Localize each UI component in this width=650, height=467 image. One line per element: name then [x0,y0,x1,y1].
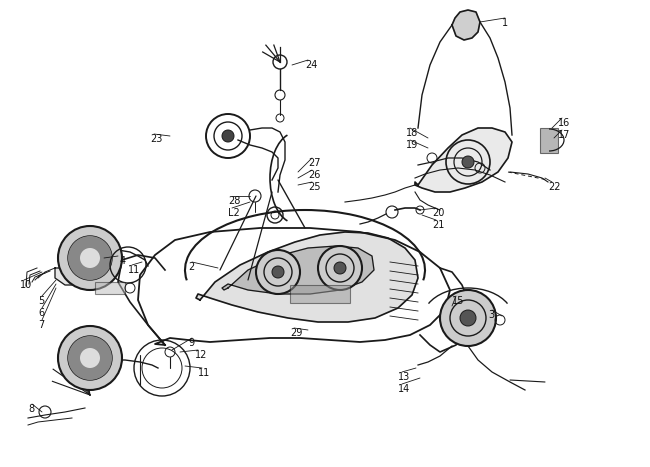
Text: 3: 3 [488,310,494,320]
Circle shape [80,348,100,368]
Circle shape [80,248,100,268]
Text: 21: 21 [432,220,445,230]
Text: 15: 15 [452,296,464,306]
Text: 2: 2 [188,262,194,272]
Circle shape [68,236,112,280]
Polygon shape [196,232,418,322]
Circle shape [318,246,362,290]
Bar [540,128,558,153]
Circle shape [222,130,234,142]
Circle shape [256,250,300,294]
Circle shape [462,156,474,168]
Text: 18: 18 [406,128,418,138]
Text: 22: 22 [548,182,560,192]
Bar [95,282,125,294]
Text: 8: 8 [28,404,34,414]
Text: 23: 23 [150,134,162,144]
Text: 10: 10 [20,280,32,290]
Polygon shape [452,10,480,40]
Text: 17: 17 [558,130,571,140]
Circle shape [80,348,100,368]
Text: L2: L2 [228,208,240,218]
Text: 1: 1 [502,18,508,28]
Circle shape [58,226,122,290]
Text: 12: 12 [195,350,207,360]
Polygon shape [55,268,100,285]
Polygon shape [222,246,374,294]
Circle shape [440,290,496,346]
Text: 13: 13 [398,372,410,382]
Circle shape [334,262,346,274]
Text: 19: 19 [406,140,418,150]
Text: 24: 24 [305,60,317,70]
Text: 29: 29 [290,328,302,338]
Text: 14: 14 [398,384,410,394]
Bar [290,285,350,303]
Text: 7: 7 [38,320,44,330]
Text: 20: 20 [432,208,445,218]
Text: 27: 27 [308,158,320,168]
Circle shape [80,248,100,268]
Text: 26: 26 [308,170,320,180]
Text: 9: 9 [188,338,194,348]
Circle shape [460,310,476,326]
Text: 11: 11 [198,368,210,378]
Text: 25: 25 [308,182,320,192]
Text: 11: 11 [128,265,140,275]
Text: 4: 4 [120,256,126,266]
Text: 28: 28 [228,196,240,206]
Circle shape [272,266,284,278]
Text: 6: 6 [38,308,44,318]
Polygon shape [415,128,512,192]
Text: 16: 16 [558,118,570,128]
Circle shape [58,326,122,390]
Circle shape [68,336,112,380]
Text: 5: 5 [38,296,44,306]
